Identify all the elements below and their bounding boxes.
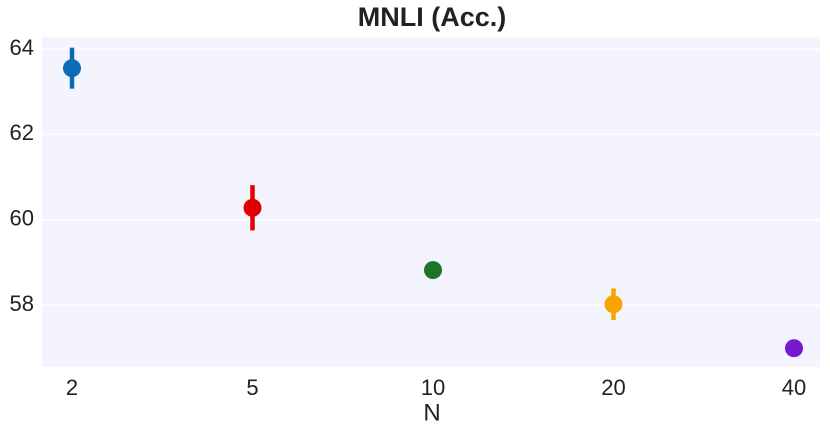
y-tick-label: 64 (10, 35, 34, 60)
x-tick-label: 10 (421, 375, 445, 400)
point (424, 261, 442, 280)
x-axis-label: N (423, 399, 440, 426)
y-tick-label: 58 (10, 291, 34, 316)
x-tick-label: 5 (246, 375, 258, 400)
x-tick-label: 40 (782, 375, 806, 400)
point (243, 198, 262, 217)
plot-area (42, 37, 820, 367)
chart-title: MNLI (Acc.) (358, 2, 507, 32)
point (604, 295, 623, 314)
y-tick-label: 62 (10, 120, 34, 145)
point (785, 339, 803, 358)
point (63, 59, 81, 78)
x-tick-label: 2 (66, 375, 78, 400)
x-tick-label: 20 (601, 375, 625, 400)
y-tick-label: 60 (10, 206, 34, 231)
